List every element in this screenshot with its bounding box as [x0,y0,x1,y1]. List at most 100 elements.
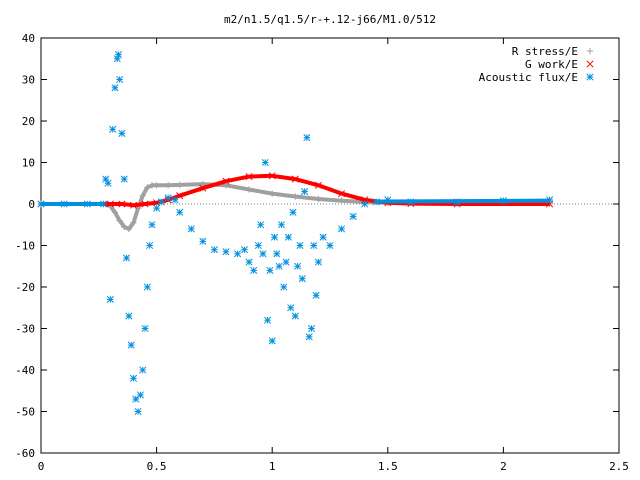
x-tick-label: 2.5 [609,460,629,473]
data-point [259,250,267,258]
data-point [319,233,327,241]
y-tick-label: -50 [15,406,35,419]
series-layer [37,51,554,416]
legend-marker [586,60,594,68]
y-tick-label: 10 [22,157,35,170]
x-tick-label: 1 [269,460,276,473]
data-point [139,192,146,199]
data-point [130,219,137,226]
legend-label: G work/E [525,58,578,71]
series-band [376,198,550,204]
data-point [129,201,138,209]
data-point [291,175,299,183]
data-point [113,55,121,63]
data-point [277,221,286,229]
data-point [157,198,165,206]
data-point [139,366,147,374]
data-point [312,291,320,299]
data-point [245,173,253,181]
data-point [60,200,68,208]
data-point [305,333,313,341]
data-point [199,184,207,192]
data-point [116,217,123,224]
y-tick-label: -30 [15,323,35,336]
data-point [153,182,160,189]
data-point [361,200,369,208]
data-point [298,275,306,283]
series-2 [37,172,554,209]
data-point [106,200,114,208]
data-point [250,266,258,274]
data-point [111,84,119,92]
data-point [245,186,253,193]
data-point [289,208,297,216]
x-axis: 0 0.5 1 1.5 2 2.5 [38,38,629,473]
data-point [109,125,117,133]
y-tick-label: -20 [15,281,35,294]
y-tick-label: 40 [22,32,35,45]
y-tick-label: -10 [15,240,35,253]
data-point [453,198,461,206]
x-tick-label: 2 [500,460,507,473]
data-point [187,225,195,233]
data-point [222,248,230,256]
y-tick-label: 30 [22,74,35,87]
data-point [261,158,269,167]
data-point [136,391,144,399]
data-point [282,258,290,266]
data-point [268,172,276,180]
y-tick-label: -40 [15,364,35,377]
data-point [338,225,346,233]
data-point [315,195,322,203]
data-point [270,233,279,241]
data-point [127,341,135,349]
chart-title: m2/n1.5/q1.5/r-+.12-j66/M1.0/512 [224,13,436,26]
data-point [129,374,138,382]
data-point [349,212,357,221]
data-point [257,221,265,229]
data-point [153,204,161,212]
data-point [134,407,142,416]
x-tick-label: 0 [38,460,45,473]
data-point [275,262,283,270]
data-point [37,200,45,208]
data-point [284,233,292,241]
data-point [146,241,154,250]
data-point [266,266,274,274]
y-tick-label: 20 [22,115,35,128]
data-point [199,237,207,245]
data-point [338,197,345,204]
data-point [292,193,299,200]
data-point [499,197,507,205]
data-point [310,241,318,250]
data-point [210,246,218,254]
x-tick-label: 0.5 [147,460,167,473]
legend-marker [586,47,594,55]
data-point [118,129,126,138]
x-tick-label: 1.5 [378,460,398,473]
data-point [118,200,126,208]
series-3 [37,51,554,416]
data-point [132,395,140,403]
data-point [326,241,334,250]
data-point [546,196,554,204]
legend-marker [586,73,594,81]
data-point [125,225,133,233]
data-point [245,258,253,266]
data-point [143,283,151,291]
data-point [111,209,119,216]
legend-label: Acoustic flux/E [479,71,578,84]
data-point [372,198,380,206]
data-point [303,134,311,142]
data-point [240,246,249,254]
data-point [125,312,133,320]
series-band [41,182,550,231]
data-point [273,250,281,258]
data-point [314,181,322,189]
data-point [106,295,114,304]
y-axis: 40 30 20 10 0 -10 -20 -30 -40 -50 -60 [15,32,619,460]
data-point [291,312,299,320]
data-point [314,258,322,266]
